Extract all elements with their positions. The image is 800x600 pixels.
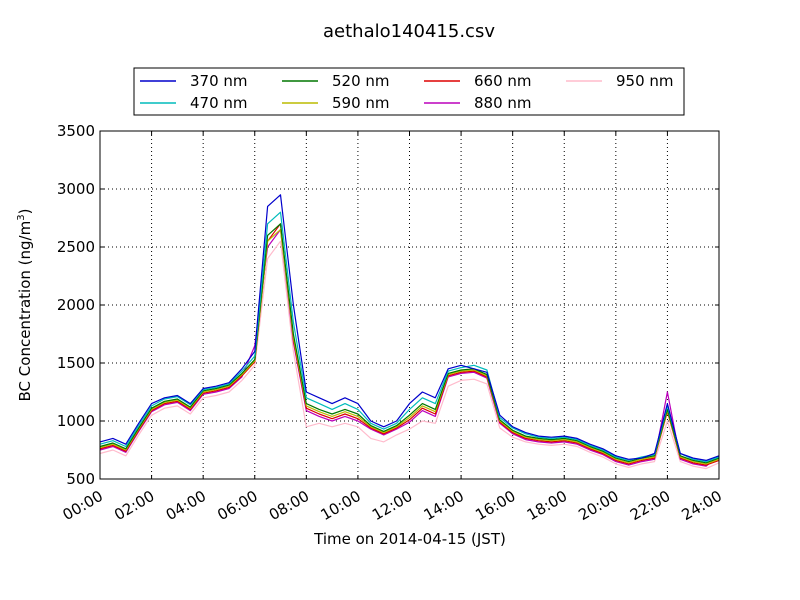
x-tick-label: 02:00 <box>111 487 157 524</box>
legend-label: 950 nm <box>616 72 674 90</box>
legend-item: 660 nm <box>424 72 532 90</box>
x-tick-label: 12:00 <box>369 487 415 524</box>
y-axis-label-close: ) <box>16 209 34 215</box>
x-tick-label: 10:00 <box>317 487 363 524</box>
x-tick-label: 08:00 <box>266 487 312 524</box>
x-tick-label: 16:00 <box>472 487 518 524</box>
series-line-470-nm <box>99 211 720 463</box>
series-line-370-nm <box>99 194 720 461</box>
legend-item: 370 nm <box>140 72 248 90</box>
ticks <box>99 130 720 480</box>
legend-item: 590 nm <box>282 94 390 112</box>
legend-label: 590 nm <box>332 94 390 112</box>
y-tick-label: 2000 <box>57 296 95 314</box>
grid <box>100 131 719 479</box>
y-tick-label: 1000 <box>57 412 95 430</box>
y-tick-label: 2500 <box>57 238 95 256</box>
y-axis-label-sup: 3 <box>16 214 27 220</box>
y-axis-label-main: BC Concentration (ng/m <box>16 221 34 402</box>
x-axis-label: Time on 2014-04-15 (JST) <box>313 530 506 548</box>
series-line-660-nm <box>99 223 720 466</box>
y-tick-label: 1500 <box>57 354 95 372</box>
legend-label: 370 nm <box>190 72 248 90</box>
legend-label: 880 nm <box>474 94 532 112</box>
legend-item: 950 nm <box>566 72 674 90</box>
y-tick-labels: 500 1000 1500 2000 2500 3000 3500 <box>57 122 95 488</box>
x-tick-label: 18:00 <box>524 487 570 524</box>
x-tick-labels: 00:00 02:00 04:00 06:00 08:00 10:00 12:00 14:00… <box>60 487 725 524</box>
x-tick-label: 06:00 <box>214 487 260 524</box>
x-tick-label: 22:00 <box>627 487 673 524</box>
y-tick-label: 500 <box>66 470 95 488</box>
legend-item: 880 nm <box>424 94 532 112</box>
series-line-520-nm <box>99 223 720 464</box>
x-tick-label: 24:00 <box>679 487 725 524</box>
legend-label: 660 nm <box>474 72 532 90</box>
legend-item: 470 nm <box>140 94 248 112</box>
series-group <box>99 194 720 470</box>
legend-label: 520 nm <box>332 72 390 90</box>
y-axis-label: BC Concentration (ng/m3) <box>16 209 34 402</box>
chart-title: aethalo140415.csv <box>323 21 495 42</box>
series-line-950-nm <box>99 240 720 470</box>
legend-box <box>133 67 685 116</box>
series-line-590-nm <box>99 229 720 465</box>
series-line-880-nm <box>99 229 720 467</box>
x-tick-label: 04:00 <box>163 487 209 524</box>
legend: 370 nm 470 nm 520 nm 590 nm 660 nm 880 nm 950 … <box>133 67 685 116</box>
x-tick-label: 20:00 <box>575 487 621 524</box>
x-tick-label: 14:00 <box>421 487 467 524</box>
y-tick-label: 3000 <box>57 180 95 198</box>
x-tick-label: 00:00 <box>60 487 106 524</box>
y-tick-label: 3500 <box>57 122 95 140</box>
legend-item: 520 nm <box>282 72 390 90</box>
legend-label: 470 nm <box>190 94 248 112</box>
